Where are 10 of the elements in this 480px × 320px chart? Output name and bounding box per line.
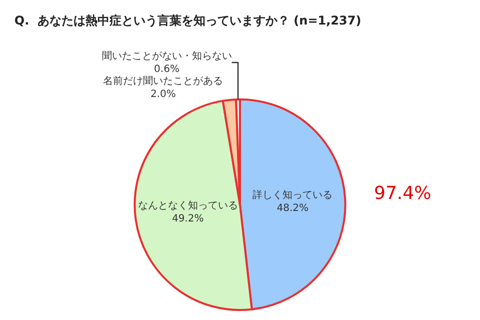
slice-label: なんとなく知っている [138, 199, 238, 212]
data-label: 48.2% [276, 203, 308, 214]
chart-title: Q. あなたは熱中症という言葉を知っていますか？ (n=1,237) [14, 13, 362, 28]
data-label: 2.0% [150, 89, 176, 100]
slice-label: 聞いたことがない・知らない [102, 50, 232, 62]
data-label: 49.2% [172, 213, 204, 224]
text: 97.4% [374, 183, 432, 204]
slice-label: 詳しく知っている [252, 189, 333, 202]
data-label: 0.6% [154, 64, 180, 76]
slice-label: 名前だけ聞いたことがある [103, 75, 224, 88]
